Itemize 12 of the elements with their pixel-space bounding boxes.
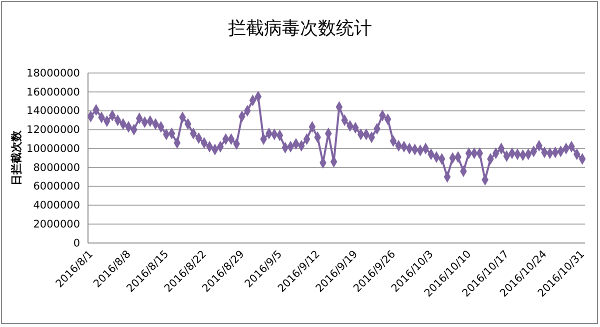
y-tick-label: 0	[73, 237, 80, 250]
y-tick-label: 8000000	[33, 162, 80, 174]
y-tick-label: 12000000	[26, 124, 80, 136]
y-tick-label: 6000000	[33, 180, 80, 193]
chart-title: 拦截病毒次数统计	[228, 18, 372, 39]
y-tick-label: 2000000	[33, 218, 80, 230]
y-tick-label: 18000000	[26, 67, 80, 80]
y-tick-label: 16000000	[26, 86, 80, 98]
y-tick-label: 4000000	[33, 200, 80, 212]
y-tick-label: 10000000	[26, 142, 80, 155]
y-axis-title: 日拦截次数	[10, 130, 23, 186]
y-tick-label: 14000000	[26, 105, 80, 118]
